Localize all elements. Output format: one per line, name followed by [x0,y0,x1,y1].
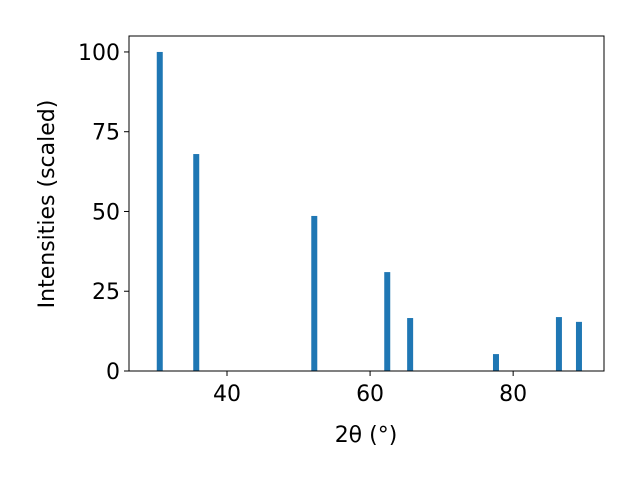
x-tick-label: 40 [213,382,241,407]
y-tick-label: 0 [106,360,120,385]
plot-frame [128,35,605,372]
y-tick-label: 100 [78,41,120,66]
x-axis-label: 2θ (°) [335,423,398,448]
x-tick-label: 60 [356,382,384,407]
bar [575,321,582,371]
y-tick-label: 50 [92,200,120,225]
x-tick-label: 80 [499,382,527,407]
bar [407,318,414,371]
y-axis-label: Intensities (scaled) [35,100,60,309]
bar [156,51,163,371]
bar [492,354,499,371]
bar [193,154,200,371]
y-tick-label: 25 [92,280,120,305]
bar [384,272,391,371]
bar [311,215,318,371]
bar [555,317,562,371]
y-tick-label: 75 [92,121,120,146]
